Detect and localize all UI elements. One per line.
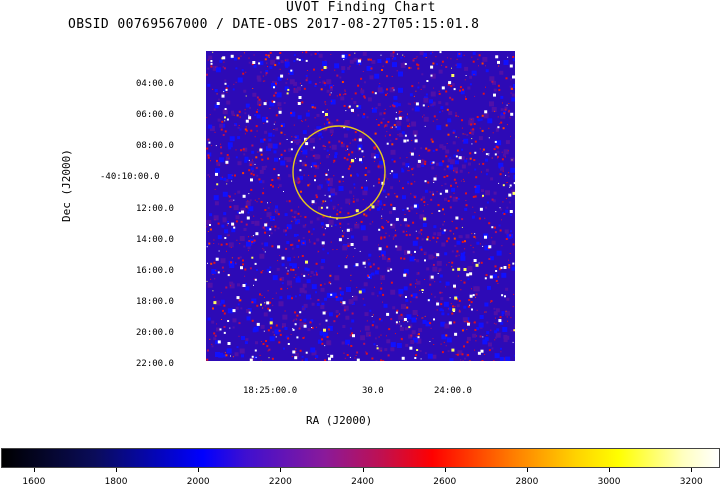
colorbar-tick-mark — [116, 468, 118, 472]
x-tick-label: 30.0 — [362, 386, 384, 396]
colorbar-tick-label: 2600 — [433, 477, 457, 487]
colorbar-tick-mark — [444, 468, 446, 472]
colorbar-tick-mark — [280, 468, 282, 472]
colorbar-tick-label: 2200 — [268, 477, 292, 487]
x-tick-label: 24:00.0 — [434, 386, 472, 396]
y-tick-label: 08:00.0 — [136, 141, 174, 151]
colorbar-tick-mark — [198, 468, 200, 472]
chart-title: UVOT Finding Chart — [286, 0, 436, 15]
y-tick-label: 04:00.0 — [136, 79, 174, 89]
colorbar-tick-mark — [33, 468, 35, 472]
colorbar-tick-mark — [691, 468, 693, 472]
colorbar-tick-label: 1800 — [104, 477, 128, 487]
y-tick-label: 16:00.0 — [136, 266, 174, 276]
chart-subtitle: OBSID 00769567000 / DATE-OBS 2017-08-27T… — [68, 17, 480, 32]
colorbar — [1, 448, 720, 468]
y-tick-label: 18:00.0 — [136, 297, 174, 307]
colorbar-tick-mark — [526, 468, 528, 472]
colorbar-tick-label: 3000 — [597, 477, 621, 487]
colorbar-tick-label: 2400 — [351, 477, 374, 487]
y-axis-label: Dec (J2000) — [60, 149, 73, 222]
y-tick-label: 22:00.0 — [136, 359, 174, 369]
sky-image — [206, 51, 515, 361]
x-axis-label: RA (J2000) — [306, 414, 373, 427]
colorbar-tick-label: 2800 — [515, 477, 539, 487]
image-plot — [206, 51, 515, 361]
colorbar-tick-label: 2000 — [186, 477, 210, 487]
y-tick-label: 20:00.0 — [136, 328, 174, 338]
colorbar-tick-mark — [609, 468, 611, 472]
y-tick-label: 06:00.0 — [136, 110, 174, 120]
y-tick-label: 12:00.0 — [136, 204, 174, 214]
y-tick-label: 14:00.0 — [136, 235, 174, 245]
y-tick-label: -40:10:00.0 — [100, 172, 160, 182]
x-tick-label: 18:25:00.0 — [243, 386, 298, 396]
colorbar-tick-label: 3200 — [679, 477, 703, 487]
source-region-circle — [292, 125, 386, 219]
colorbar-tick-label: 1600 — [22, 477, 46, 487]
colorbar-tick-mark — [362, 468, 364, 472]
